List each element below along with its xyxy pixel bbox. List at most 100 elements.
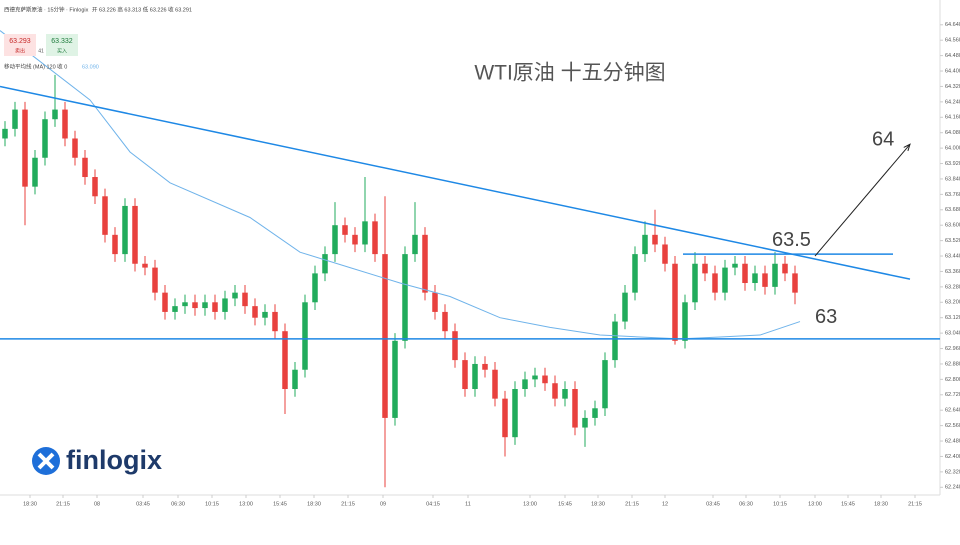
- candle-body: [792, 273, 798, 293]
- y-tick-label: 64.080: [945, 130, 960, 136]
- candle-body: [142, 263, 148, 268]
- y-tick-label: 64.160: [945, 115, 960, 121]
- candle-body: [562, 389, 568, 399]
- y-tick-label: 63.520: [945, 238, 960, 244]
- candle-body: [102, 196, 108, 235]
- y-tick-label: 63.120: [945, 315, 960, 321]
- candle-body: [112, 234, 118, 255]
- y-tick-label: 62.640: [945, 408, 960, 414]
- candle-body: [522, 379, 528, 390]
- candle-body: [612, 321, 618, 361]
- candle-body: [2, 128, 8, 139]
- candle-body: [502, 398, 508, 438]
- x-tick-label: 10:15: [773, 501, 787, 507]
- candle-body: [422, 234, 428, 293]
- candle-body: [742, 263, 748, 284]
- candle-body: [732, 263, 738, 268]
- x-tick-label: 18:30: [874, 501, 888, 507]
- x-tick-label: 21:15: [56, 501, 70, 507]
- candle-body: [762, 273, 768, 287]
- buy-button[interactable]: [46, 34, 78, 56]
- candle-body: [132, 205, 138, 264]
- candle-body: [712, 273, 718, 293]
- candle-body: [402, 254, 408, 341]
- candle-body: [602, 360, 608, 409]
- y-tick-label: 64.480: [945, 53, 960, 59]
- candle-body: [782, 263, 788, 274]
- x-tick-label: 09: [380, 501, 386, 507]
- y-tick-label: 62.880: [945, 361, 960, 367]
- y-tick-label: 62.320: [945, 469, 960, 475]
- sell-label: 卖出: [15, 47, 25, 54]
- indicator-info: 移动平均线 (MA) 120 收 0: [4, 62, 67, 70]
- candle-body: [662, 244, 668, 264]
- y-tick-label: 64.640: [945, 22, 960, 28]
- x-tick-label: 11: [465, 501, 471, 507]
- candle-body: [382, 254, 388, 418]
- candle-body: [552, 383, 558, 399]
- y-tick-label: 63.280: [945, 284, 960, 290]
- spread: 41: [38, 48, 44, 54]
- candle-body: [122, 205, 128, 255]
- candle-body: [182, 302, 188, 307]
- x-tick-label: 13:00: [239, 501, 253, 507]
- x-tick-label: 06:30: [739, 501, 753, 507]
- candle-body: [432, 292, 438, 312]
- y-tick-label: 63.680: [945, 207, 960, 213]
- candle-body: [532, 375, 538, 380]
- candle-body: [42, 119, 48, 158]
- candle-body: [222, 298, 228, 312]
- candle-body: [482, 363, 488, 370]
- y-tick-label: 62.720: [945, 392, 960, 398]
- chart-title: WTI原油 十五分钟图: [474, 62, 665, 85]
- candle-body: [452, 331, 458, 361]
- candle-body: [332, 225, 338, 255]
- candle-body: [772, 263, 778, 287]
- candle-body: [442, 311, 448, 332]
- candle-body: [632, 254, 638, 293]
- candle-body: [362, 221, 368, 245]
- candle-body: [252, 306, 258, 318]
- indicator-value: 63.090: [82, 64, 99, 70]
- y-tick-label: 64.560: [945, 38, 960, 44]
- candle-body: [492, 369, 498, 399]
- candle-body: [702, 263, 708, 274]
- x-tick-label: 15:45: [558, 501, 572, 507]
- moving-average: [0, 30, 801, 340]
- x-tick-label: 03:45: [136, 501, 150, 507]
- x-tick-label: 08: [94, 501, 100, 507]
- x-tick-label: 15:45: [841, 501, 855, 507]
- candle-body: [752, 273, 758, 284]
- sell-price: 63.293: [9, 38, 31, 45]
- candle-body: [572, 389, 578, 428]
- candle-body: [462, 360, 468, 390]
- candle-body: [292, 369, 298, 390]
- candle-body: [82, 157, 88, 178]
- candle-body: [582, 417, 588, 428]
- y-tick-label: 64.000: [945, 146, 960, 152]
- candle-body: [22, 109, 28, 187]
- candle-body: [372, 221, 378, 255]
- annotation: 63: [815, 306, 837, 328]
- candle-body: [682, 302, 688, 341]
- candle-body: [272, 311, 278, 332]
- candle-body: [392, 340, 398, 418]
- candle-body: [322, 254, 328, 274]
- x-tick-label: 13:00: [523, 501, 537, 507]
- y-tick-label: 62.800: [945, 377, 960, 383]
- candle-body: [652, 234, 658, 245]
- ohlc-info: 开 63.226 高 63.313 低 63.226 收 63.291: [92, 5, 192, 13]
- y-tick-label: 64.240: [945, 99, 960, 105]
- y-tick-label: 63.760: [945, 192, 960, 198]
- trend-line: [814, 143, 911, 257]
- candle-body: [642, 234, 648, 255]
- candle-body: [212, 302, 218, 312]
- candle-body: [72, 138, 78, 158]
- x-tick-label: 03:45: [706, 501, 720, 507]
- candle-body: [312, 273, 318, 303]
- x-tick-label: 12: [662, 501, 668, 507]
- y-tick-label: 63.600: [945, 223, 960, 229]
- annotation: 64: [872, 129, 894, 151]
- sell-button[interactable]: [4, 34, 36, 56]
- candle-body: [162, 292, 168, 312]
